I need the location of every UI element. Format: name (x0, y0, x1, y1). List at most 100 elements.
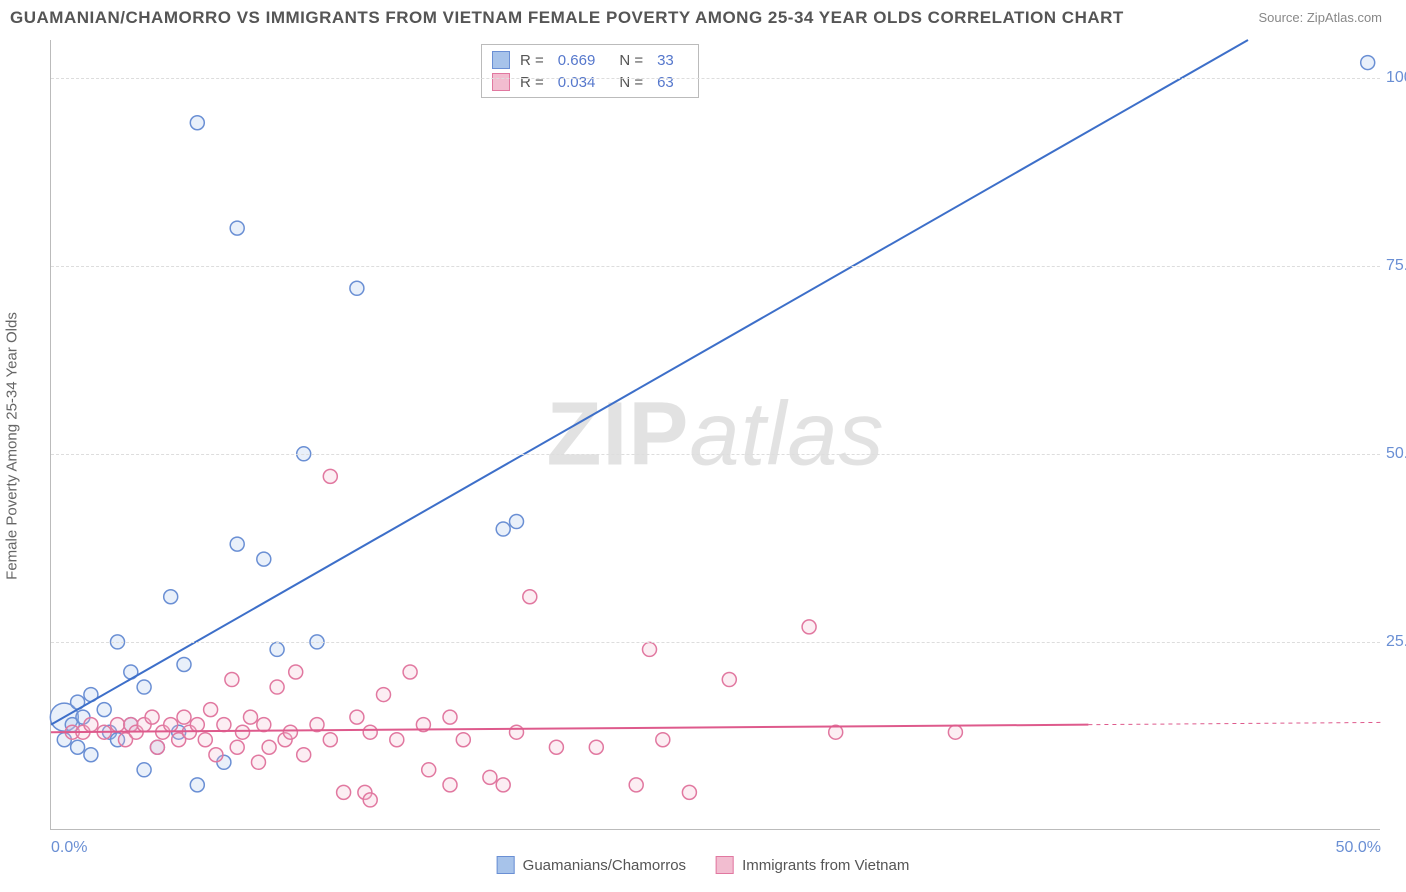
legend-swatch (497, 856, 515, 874)
scatter-point (1361, 56, 1375, 70)
gridline (51, 642, 1380, 643)
scatter-point (84, 748, 98, 762)
scatter-point (257, 552, 271, 566)
n-value: 63 (657, 74, 674, 91)
scatter-point (251, 755, 265, 769)
scatter-point (244, 710, 258, 724)
scatter-point (350, 710, 364, 724)
scatter-point (262, 740, 276, 754)
legend-swatch (492, 73, 510, 91)
scatter-point (289, 665, 303, 679)
y-axis-label: Female Poverty Among 25-34 Year Olds (4, 312, 21, 580)
scatter-point (350, 281, 364, 295)
scatter-point (137, 680, 151, 694)
regression-line (51, 40, 1248, 725)
scatter-point (297, 748, 311, 762)
scatter-point (363, 793, 377, 807)
scatter-point (802, 620, 816, 634)
scatter-point (363, 725, 377, 739)
r-label: R = (520, 52, 544, 69)
scatter-point (722, 673, 736, 687)
plot-svg (51, 40, 1380, 829)
stats-legend: R = 0.669 N = 33 R = 0.034 N = 63 (481, 44, 699, 98)
scatter-point (230, 221, 244, 235)
scatter-point (283, 725, 297, 739)
scatter-point (337, 785, 351, 799)
scatter-point (204, 703, 218, 717)
scatter-point (137, 763, 151, 777)
regression-line (51, 725, 1088, 733)
scatter-point (209, 748, 223, 762)
scatter-point (443, 710, 457, 724)
plot-area: ZIPatlas R =0.669N =33R =0.034N =63 25.0… (50, 40, 1380, 830)
stats-row: R = 0.034 N = 63 (492, 71, 688, 93)
scatter-point (496, 778, 510, 792)
n-value: 33 (657, 52, 674, 69)
y-tick-label: 50.0% (1386, 445, 1406, 463)
r-label: R = (520, 74, 544, 91)
n-label: N = (619, 74, 643, 91)
scatter-point (230, 537, 244, 551)
legend-item: Guamanians/Chamorros (497, 856, 686, 874)
scatter-point (377, 688, 391, 702)
legend-label: Guamanians/Chamorros (523, 857, 686, 874)
scatter-point (510, 515, 524, 529)
scatter-point (217, 718, 231, 732)
bottom-legend: Guamanians/Chamorros Immigrants from Viet… (497, 856, 910, 874)
scatter-point (643, 642, 657, 656)
scatter-point (629, 778, 643, 792)
scatter-point (225, 673, 239, 687)
y-tick-label: 25.0% (1386, 633, 1406, 651)
scatter-point (403, 665, 417, 679)
scatter-point (177, 657, 191, 671)
scatter-point (483, 770, 497, 784)
chart-title: GUAMANIAN/CHAMORRO VS IMMIGRANTS FROM VI… (10, 8, 1124, 28)
scatter-point (111, 718, 125, 732)
x-tick-label: 0.0% (51, 839, 87, 857)
scatter-point (496, 522, 510, 536)
scatter-point (589, 740, 603, 754)
scatter-point (270, 642, 284, 656)
scatter-point (510, 725, 524, 739)
scatter-point (443, 778, 457, 792)
scatter-point (230, 740, 244, 754)
scatter-point (164, 590, 178, 604)
scatter-point (145, 710, 159, 724)
scatter-point (164, 718, 178, 732)
scatter-point (177, 710, 191, 724)
gridline (51, 266, 1380, 267)
scatter-point (236, 725, 250, 739)
scatter-point (198, 733, 212, 747)
scatter-point (682, 785, 696, 799)
n-label: N = (619, 52, 643, 69)
legend-item: Immigrants from Vietnam (716, 856, 909, 874)
scatter-point (948, 725, 962, 739)
regression-line-dashed (1088, 722, 1381, 724)
legend-swatch (716, 856, 734, 874)
x-tick-label: 50.0% (1336, 839, 1381, 857)
scatter-point (456, 733, 470, 747)
scatter-point (549, 740, 563, 754)
scatter-point (190, 718, 204, 732)
gridline (51, 454, 1380, 455)
scatter-point (656, 733, 670, 747)
scatter-point (422, 763, 436, 777)
scatter-point (390, 733, 404, 747)
gridline (51, 78, 1380, 79)
legend-label: Immigrants from Vietnam (742, 857, 909, 874)
scatter-point (190, 116, 204, 130)
scatter-point (523, 590, 537, 604)
r-value: 0.669 (558, 52, 596, 69)
scatter-point (71, 740, 85, 754)
scatter-point (323, 469, 337, 483)
scatter-point (190, 778, 204, 792)
source-label: Source: ZipAtlas.com (1258, 10, 1382, 25)
scatter-point (97, 703, 111, 717)
scatter-point (323, 733, 337, 747)
scatter-point (84, 718, 98, 732)
y-tick-label: 75.0% (1386, 257, 1406, 275)
scatter-point (257, 718, 271, 732)
stats-row: R = 0.669 N = 33 (492, 49, 688, 71)
legend-swatch (492, 51, 510, 69)
r-value: 0.034 (558, 74, 596, 91)
